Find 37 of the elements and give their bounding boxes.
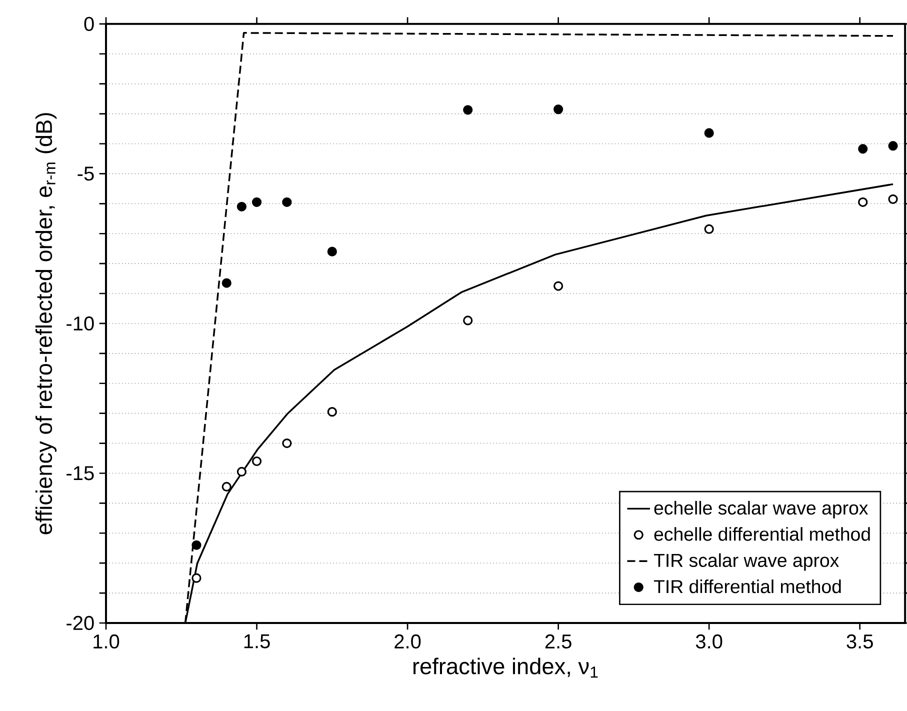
point xyxy=(554,104,564,114)
point xyxy=(252,197,262,207)
point xyxy=(282,438,292,448)
point xyxy=(463,105,473,115)
x-tick-label: 1.5 xyxy=(244,634,270,648)
x-tick-label: 3.0 xyxy=(696,634,722,649)
point xyxy=(554,281,564,291)
point xyxy=(858,197,868,207)
y-tick-label: 0 xyxy=(84,16,94,32)
point xyxy=(236,466,246,477)
x-tick-label: 2.0 xyxy=(394,634,421,649)
point xyxy=(222,482,232,492)
point xyxy=(192,573,202,583)
x-tick-label: 1.0 xyxy=(94,634,120,649)
y-tick-label: -20 xyxy=(66,616,94,630)
y-tick-label: -10 xyxy=(66,316,94,331)
point xyxy=(222,278,232,288)
x-tick-label: 2.5 xyxy=(545,634,572,649)
y-axis-title: efficiency of retro-reflected order, e$_{r-m}$ (dB) xyxy=(35,113,57,534)
y-tick-label: -5 xyxy=(78,166,94,181)
y-tick-label: -15 xyxy=(66,466,94,480)
point xyxy=(192,540,202,550)
point xyxy=(858,144,868,154)
x-tick-label: 3.5 xyxy=(846,634,873,649)
point xyxy=(327,246,337,256)
legend-label: TIR differential method xyxy=(654,580,841,594)
point xyxy=(463,316,473,326)
legend-label: echelle scalar wave aprox xyxy=(654,500,868,518)
point xyxy=(252,456,262,466)
x-axis-title: refractive index, ν$_{1}$ xyxy=(413,658,598,678)
legend-label: TIR scalar wave aprox xyxy=(654,553,839,571)
legend-label: echelle differential method xyxy=(654,527,870,541)
point xyxy=(282,197,292,207)
point xyxy=(704,128,714,138)
point xyxy=(327,407,337,417)
point xyxy=(704,224,714,234)
point xyxy=(236,202,246,212)
